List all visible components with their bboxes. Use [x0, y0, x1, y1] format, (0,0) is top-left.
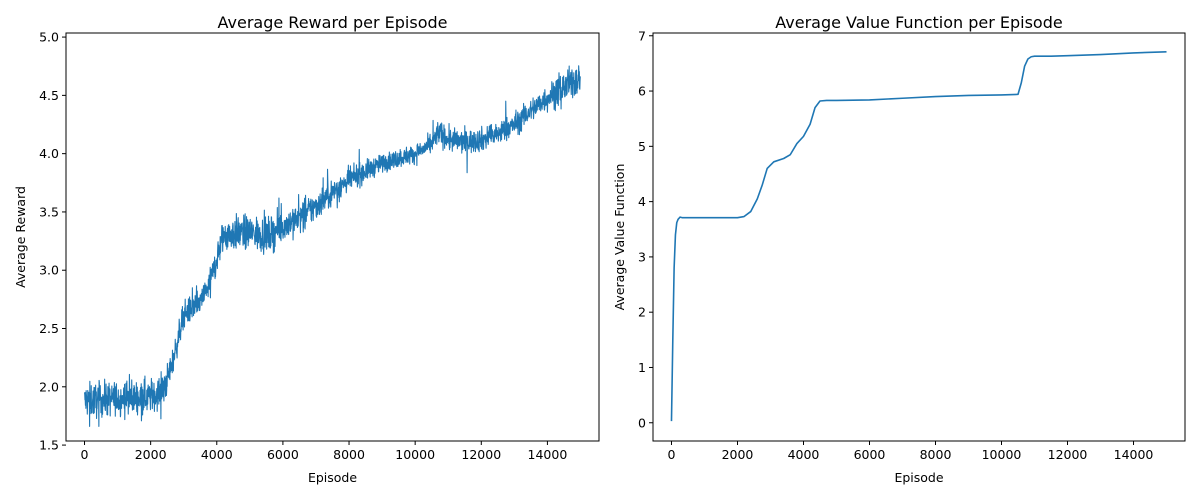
x-tick-label: 14000	[1114, 447, 1154, 462]
y-tick-label: 1.5	[39, 438, 59, 453]
x-tick-label: 12000	[461, 447, 501, 462]
series-line	[83, 65, 581, 427]
y-tick-label: 3	[638, 249, 646, 264]
y-tick-label: 4.5	[39, 88, 59, 103]
reward-plot: Average Reward per Episode 0 2000 4000 6000 8…	[13, 13, 600, 485]
y-tick-label: 5.0	[39, 30, 59, 45]
y-tick-label: 6	[638, 84, 646, 99]
y-tick-label: 0	[638, 415, 646, 430]
y-tick-label: 4	[638, 194, 646, 209]
y-tick-label: 4.0	[39, 146, 59, 161]
axes-frame	[652, 32, 1186, 442]
x-axis-label: Episode	[894, 470, 943, 485]
x-tick-label: 6000	[854, 447, 886, 462]
value-function-plot: Average Value Function per Episode 0 2000 4…	[612, 13, 1186, 485]
x-axis-label: Episode	[308, 470, 357, 485]
x-tick-label: 4000	[788, 447, 820, 462]
x-tick-label: 10000	[982, 447, 1022, 462]
y-axis-label: Average Value Function	[612, 164, 627, 311]
series-line	[670, 51, 1167, 422]
x-tick-label: 0	[668, 447, 676, 462]
chart-title: Average Value Function per Episode	[775, 13, 1062, 32]
x-tick-label: 4000	[201, 447, 233, 462]
x-tick-label: 2000	[722, 447, 754, 462]
x-tick-label: 10000	[395, 447, 435, 462]
y-tick-label: 3.5	[39, 204, 59, 219]
axes-frame	[65, 32, 600, 442]
y-tick-label: 5	[638, 139, 646, 154]
x-tick-label: 6000	[267, 447, 299, 462]
y-tick-label: 2	[638, 305, 646, 320]
y-tick-label: 7	[638, 28, 646, 43]
y-tick-label: 2.0	[39, 379, 59, 394]
x-tick-label: 12000	[1048, 447, 1088, 462]
y-tick-label: 2.5	[39, 321, 59, 336]
x-tick-label: 8000	[333, 447, 365, 462]
y-tick-label: 3.0	[39, 263, 59, 278]
x-tick-label: 2000	[135, 447, 167, 462]
y-tick-label: 1	[638, 360, 646, 375]
x-tick-label: 8000	[920, 447, 952, 462]
x-tick-label: 0	[81, 447, 89, 462]
x-tick-label: 14000	[528, 447, 568, 462]
chart-title: Average Reward per Episode	[218, 13, 448, 32]
y-axis-label: Average Reward	[13, 186, 28, 288]
